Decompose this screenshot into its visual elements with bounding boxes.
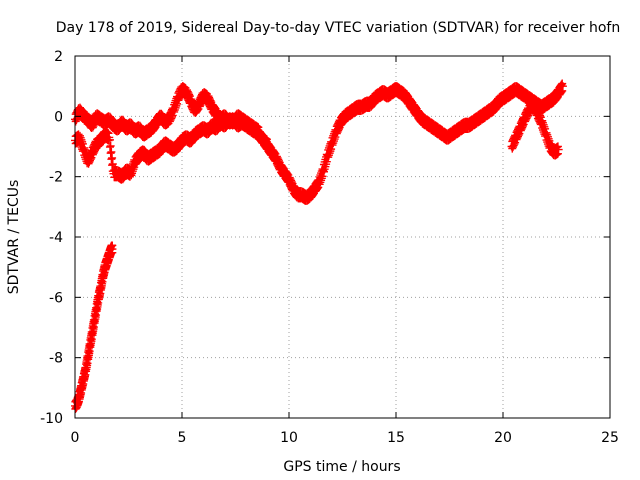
- data-point-interp: [558, 86, 567, 95]
- series-trace-afternoon-dip: [507, 97, 563, 160]
- y-tick-label: -2: [49, 170, 63, 186]
- data-point-interp: [86, 155, 95, 164]
- data-point-interp: [108, 153, 117, 162]
- data-series: [71, 79, 567, 414]
- series-trace-main: [255, 79, 567, 205]
- data-point-interp: [206, 96, 215, 105]
- data-point-interp: [287, 178, 296, 187]
- series-trace-initial-drop: [71, 241, 117, 414]
- data-point: [108, 245, 117, 254]
- data-point-interp: [105, 143, 114, 152]
- data-point-interp: [185, 90, 194, 99]
- data-point-interp: [541, 124, 550, 133]
- plot-frame: [74, 55, 611, 419]
- data-point: [558, 82, 567, 91]
- x-tick-label: 5: [178, 430, 187, 446]
- gridlines: [75, 56, 610, 418]
- data-point-interp: [553, 149, 562, 158]
- x-tick-label: 0: [71, 430, 80, 446]
- x-axis-label: GPS time / hours: [283, 459, 400, 475]
- data-point-interp: [254, 123, 263, 132]
- data-point-interp: [318, 172, 327, 181]
- y-tick-label: -4: [49, 230, 63, 246]
- data-point-interp: [536, 111, 545, 120]
- data-point-interp: [518, 121, 527, 130]
- data-point-interp: [107, 155, 116, 164]
- axes: 0 5 10 15 20 25 -10 -8 -6 -4 -2 0 2: [40, 49, 619, 446]
- x-tick-label: 25: [601, 430, 619, 446]
- data-point-interp: [168, 111, 177, 120]
- data-point-interp: [106, 149, 115, 158]
- data-point-interp: [313, 184, 322, 193]
- x-tick-label: 15: [387, 430, 405, 446]
- data-point-interp: [557, 87, 566, 96]
- y-tick-label: 0: [54, 109, 63, 125]
- y-tick-label: 2: [54, 49, 63, 65]
- data-point-interp: [327, 145, 336, 154]
- data-point-interp: [105, 135, 114, 144]
- data-point-interp: [331, 133, 340, 142]
- y-tick-label: -6: [49, 290, 63, 306]
- x-tick-label: 10: [280, 430, 298, 446]
- y-tick-label: -10: [40, 411, 63, 427]
- chart-title: Day 178 of 2019, Sidereal Day-to-day VTE…: [56, 20, 620, 36]
- data-point-interp: [108, 159, 117, 168]
- series-trace-lower-band: [71, 109, 264, 184]
- data-point-interp: [523, 112, 532, 121]
- y-axis-label: SDTVAR / TECUs: [6, 180, 22, 295]
- data-point-interp: [107, 147, 116, 156]
- data-point-interp: [322, 157, 331, 166]
- data-point-interp: [173, 99, 182, 108]
- data-point-interp: [531, 102, 540, 111]
- data-point-interp: [168, 112, 177, 121]
- data-point-interp: [78, 139, 87, 148]
- data-point-interp: [536, 113, 545, 122]
- y-tick-label: -8: [49, 351, 63, 367]
- data-point-interp: [275, 156, 284, 165]
- data-point-interp: [510, 140, 519, 149]
- data-point-interp: [106, 141, 115, 150]
- x-tick-label: 20: [494, 430, 512, 446]
- data-point-interp: [557, 80, 566, 89]
- data-point: [554, 145, 563, 154]
- data-point-interp: [104, 129, 113, 138]
- data-point-interp: [334, 125, 343, 134]
- data-point-interp: [514, 131, 523, 140]
- data-point-interp: [108, 161, 117, 170]
